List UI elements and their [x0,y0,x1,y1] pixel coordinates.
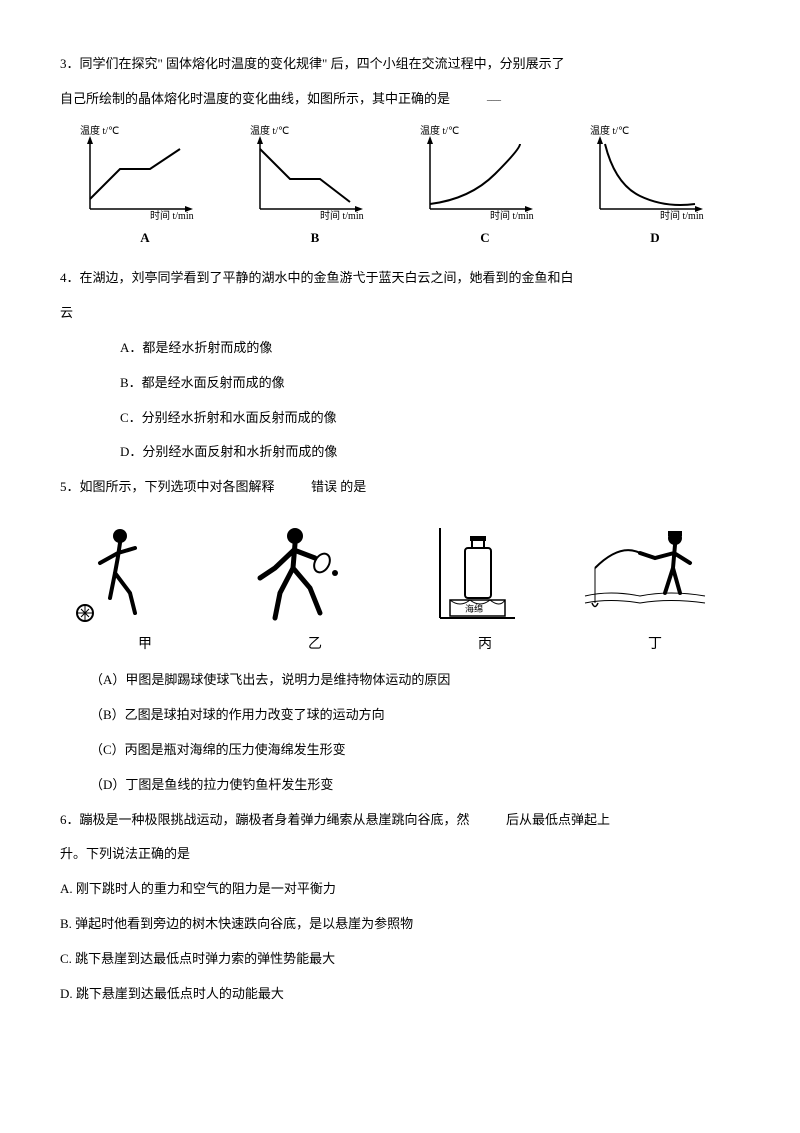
chart-d: 温度 t/℃ 时间 t/min D [580,124,730,249]
fig-ding-label: 丁 [580,634,730,656]
q4-option-c: C．分别经水折射和水面反射而成的像 [60,408,740,429]
q3-stem-line1: 3．同学们在探究" 固体熔化时温度的变化规律" 后，四个小组在交流过程中，分别展… [60,54,740,75]
q6-stem-line2: 升。下列说法正确的是 [60,844,740,865]
chart-c-ylabel: 温度 t/℃ [420,124,459,137]
q4-option-d: D．分别经水面反射和水折射而成的像 [60,442,740,463]
chart-a-xlabel: 时间 t/min [150,209,194,222]
chart-a-ylabel: 温度 t/℃ [80,124,119,137]
q4-stem-line1: 4．在湖边，刘亭同学看到了平静的湖水中的金鱼游弋于蓝天白云之间，她看到的金鱼和白 [60,268,740,289]
fig-bing-sponge-label: 海绵 [465,603,483,614]
q5-option-a: （A）甲图是脚踢球使球飞出去，说明力是维持物体运动的原因 [60,670,740,691]
chart-c-xlabel: 时间 t/min [490,209,534,222]
fig-jia-label: 甲 [70,634,220,656]
chart-d-label: D [580,228,730,249]
chart-a-label: A [70,228,220,249]
q6-stem-1b: 后从最低点弹起上 [506,812,610,827]
q6-option-d: D. 跳下悬崖到达最低点时人的动能最大 [60,984,740,1005]
fig-jia: 甲 [70,518,220,656]
q4-option-b: B．都是经水面反射而成的像 [60,373,740,394]
chart-b: 温度 t/℃ 时间 t/min B [240,124,390,249]
q5-figure-row: 甲 乙 海绵 丙 [60,518,740,656]
chart-c: 温度 t/℃ 时间 t/min C [410,124,560,249]
q6-stem-line1: 6．蹦极是一种极限挑战运动，蹦极者身着弹力绳索从悬崖跳向谷底，然 后从最低点弹起… [60,810,740,831]
q6-option-b: B. 弹起时他看到旁边的树木快速跌向谷底，是以悬崖为参照物 [60,914,740,935]
chart-d-xlabel: 时间 t/min [660,209,704,222]
chart-d-ylabel: 温度 t/℃ [590,124,629,137]
q6-stem-1a: 6．蹦极是一种极限挑战运动，蹦极者身着弹力绳索从悬崖跳向谷底，然 [60,812,470,827]
q5-stem-c: 的是 [340,479,366,494]
fig-yi-label: 乙 [240,634,390,656]
chart-b-xlabel: 时间 t/min [320,209,364,222]
q3-stem-line2-text: 自己所绘制的晶体熔化时温度的变化曲线，如图所示，其中正确的是 [60,91,450,106]
q5-option-d: （D）丁图是鱼线的拉力使钓鱼杆发生形变 [60,775,740,796]
fig-yi: 乙 [240,518,390,656]
chart-b-label: B [240,228,390,249]
fig-bing: 海绵 丙 [410,518,560,656]
fig-ding: 丁 [580,518,730,656]
q5-stem-b: 错误 [311,479,337,494]
q4-stem-line2: 云 [60,303,740,324]
q6-option-c: C. 跳下悬崖到达最低点时弹力索的弹性势能最大 [60,949,740,970]
q4-option-a: A．都是经水折射而成的像 [60,338,740,359]
chart-c-label: C [410,228,560,249]
fig-bing-label: 丙 [410,634,560,656]
q5-option-b: （B）乙图是球拍对球的作用力改变了球的运动方向 [60,705,740,726]
q5-stem: 5．如图所示，下列选项中对各图解释 错误 的是 [60,477,740,498]
q6-option-a: A. 刚下跳时人的重力和空气的阻力是一对平衡力 [60,879,740,900]
chart-a: 温度 t/℃ 时间 t/min A [70,124,220,249]
q5-option-c: （C）丙图是瓶对海绵的压力使海绵发生形变 [60,740,740,761]
q5-stem-a: 5．如图所示，下列选项中对各图解释 [60,479,275,494]
q3-stem-line2: 自己所绘制的晶体熔化时温度的变化曲线，如图所示，其中正确的是 ------ [60,89,740,110]
q3-dashes: ------ [487,95,501,106]
chart-b-ylabel: 温度 t/℃ [250,124,289,137]
q3-chart-row: 温度 t/℃ 时间 t/min A 温度 t/℃ 时间 t/min B 温度 t… [60,124,740,249]
